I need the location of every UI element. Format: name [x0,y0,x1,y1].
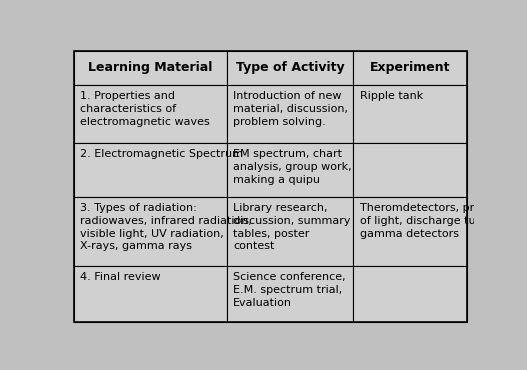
Text: Learning Material: Learning Material [88,61,212,74]
Bar [354,266,467,322]
Text: Library research,
discussion, summary
tables, poster
contest: Library research, discussion, summary ta… [233,203,351,252]
Bar [74,197,227,266]
Bar [354,197,467,266]
Bar [74,266,227,322]
Bar [74,51,227,85]
Text: 4. Final review: 4. Final review [80,272,160,282]
Bar [227,143,354,197]
Bar [74,85,227,143]
Bar [74,143,227,197]
Text: Type of Activity: Type of Activity [236,61,345,74]
Bar [354,51,467,85]
Bar [354,143,467,197]
Text: Experiment: Experiment [370,61,451,74]
Bar [227,197,354,266]
Text: Theromdetectors, properties
of light, discharge tubes,
gamma detectors: Theromdetectors, properties of light, di… [359,203,519,239]
Bar [227,51,354,85]
Text: Introduction of new
material, discussion,
problem solving.: Introduction of new material, discussion… [233,91,348,127]
Bar [354,85,467,143]
Text: EM spectrum, chart
analysis, group work,
making a quipu: EM spectrum, chart analysis, group work,… [233,149,352,185]
Text: 2. Electromagnetic Spectrum: 2. Electromagnetic Spectrum [80,149,243,159]
Bar [227,85,354,143]
Bar [227,266,354,322]
Text: Ripple tank: Ripple tank [359,91,423,101]
Text: 3. Types of radiation:
radiowaves, infrared radiation,
visible light, UV radiati: 3. Types of radiation: radiowaves, infra… [80,203,252,252]
Text: 1. Properties and
characteristics of
electromagnetic waves: 1. Properties and characteristics of ele… [80,91,210,127]
Text: Science conference,
E.M. spectrum trial,
Evaluation: Science conference, E.M. spectrum trial,… [233,272,346,308]
